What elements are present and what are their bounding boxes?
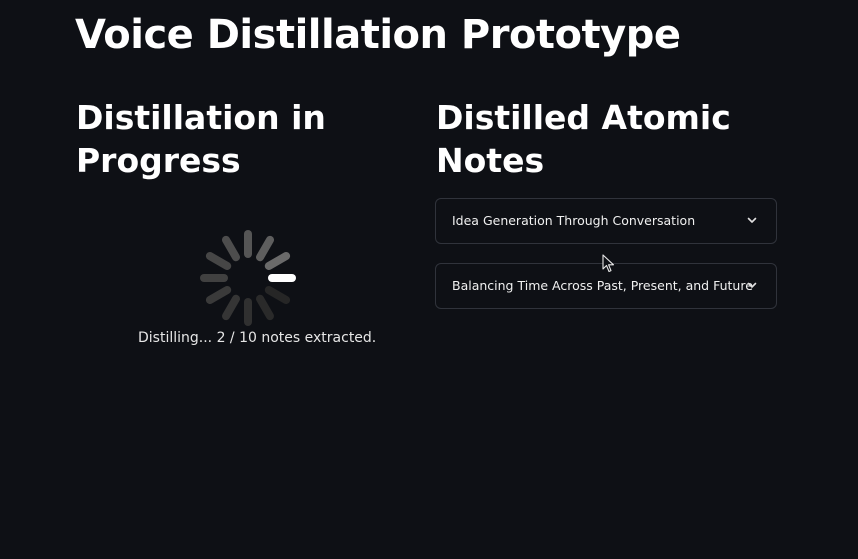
progress-heading: Distillation in Progress xyxy=(76,98,326,180)
loading-spinner-icon xyxy=(200,230,296,326)
note-expander[interactable]: Idea Generation Through Conversation xyxy=(435,198,777,244)
note-expander-label: Idea Generation Through Conversation xyxy=(452,213,696,228)
note-expander[interactable]: Balancing Time Across Past, Present, and… xyxy=(435,263,777,309)
page-title: Voice Distillation Prototype xyxy=(75,12,681,58)
note-expander-label: Balancing Time Across Past, Present, and… xyxy=(452,278,753,293)
notes-heading: Distilled Atomic Notes xyxy=(436,98,731,180)
mouse-cursor-icon xyxy=(602,254,615,273)
chevron-down-icon xyxy=(747,282,757,288)
distillation-status: Distilling... 2 / 10 notes extracted. xyxy=(138,330,377,346)
chevron-down-icon xyxy=(747,217,757,223)
